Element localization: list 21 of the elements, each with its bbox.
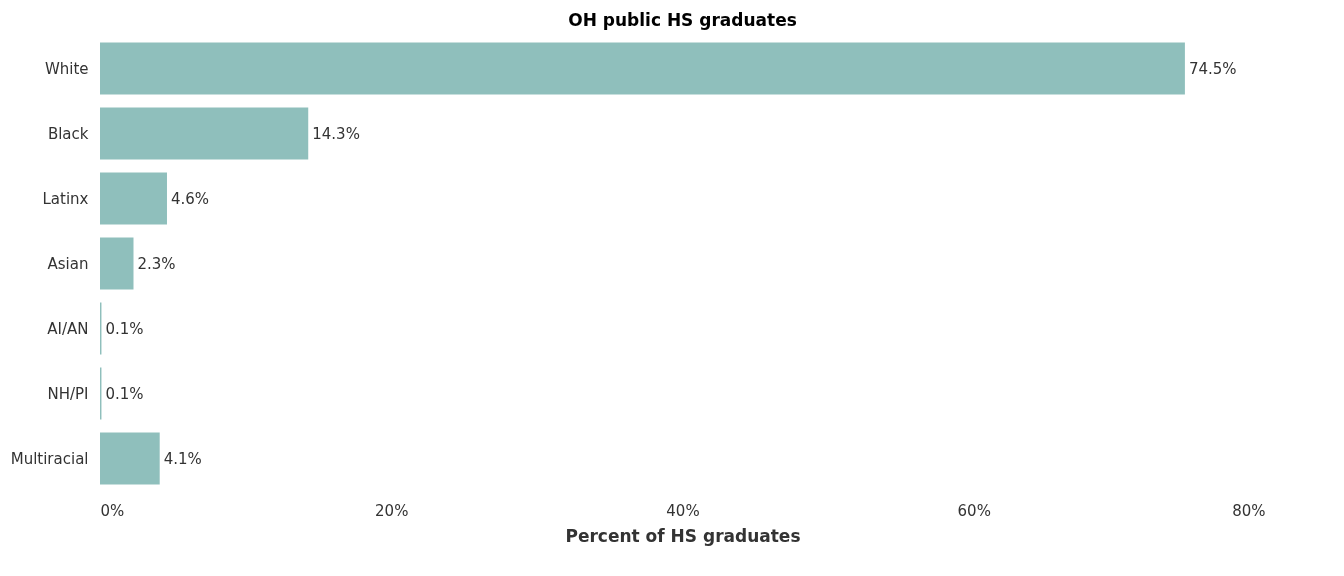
data-label: 2.3% [137, 254, 176, 273]
data-label: 0.1% [105, 319, 144, 338]
chart-title: OH public HS graduates [568, 10, 797, 30]
x-tick-label: 40% [666, 501, 700, 520]
y-tick-label: Asian [47, 254, 89, 273]
y-tick-label: NH/PI [47, 384, 89, 403]
y-tick-label: Multiracial [10, 449, 89, 468]
data-label: 74.5% [1188, 59, 1237, 78]
data-label: 14.3% [312, 124, 360, 143]
y-tick-label: Latinx [42, 189, 89, 208]
x-axis-title: Percent of HS graduates [565, 525, 801, 546]
x-tick-label: 60% [957, 501, 991, 520]
x-tick-label: 20% [375, 501, 409, 520]
x-tick-label: 0% [100, 501, 125, 520]
data-label: 0.1% [105, 384, 144, 403]
data-label: 4.6% [170, 189, 210, 208]
x-tick-label: 80% [1232, 501, 1266, 520]
data-label: 4.1% [163, 449, 202, 468]
y-tick-label: White [44, 59, 89, 78]
y-tick-label: AI/AN [47, 319, 89, 338]
y-tick-label: Black [47, 124, 89, 143]
